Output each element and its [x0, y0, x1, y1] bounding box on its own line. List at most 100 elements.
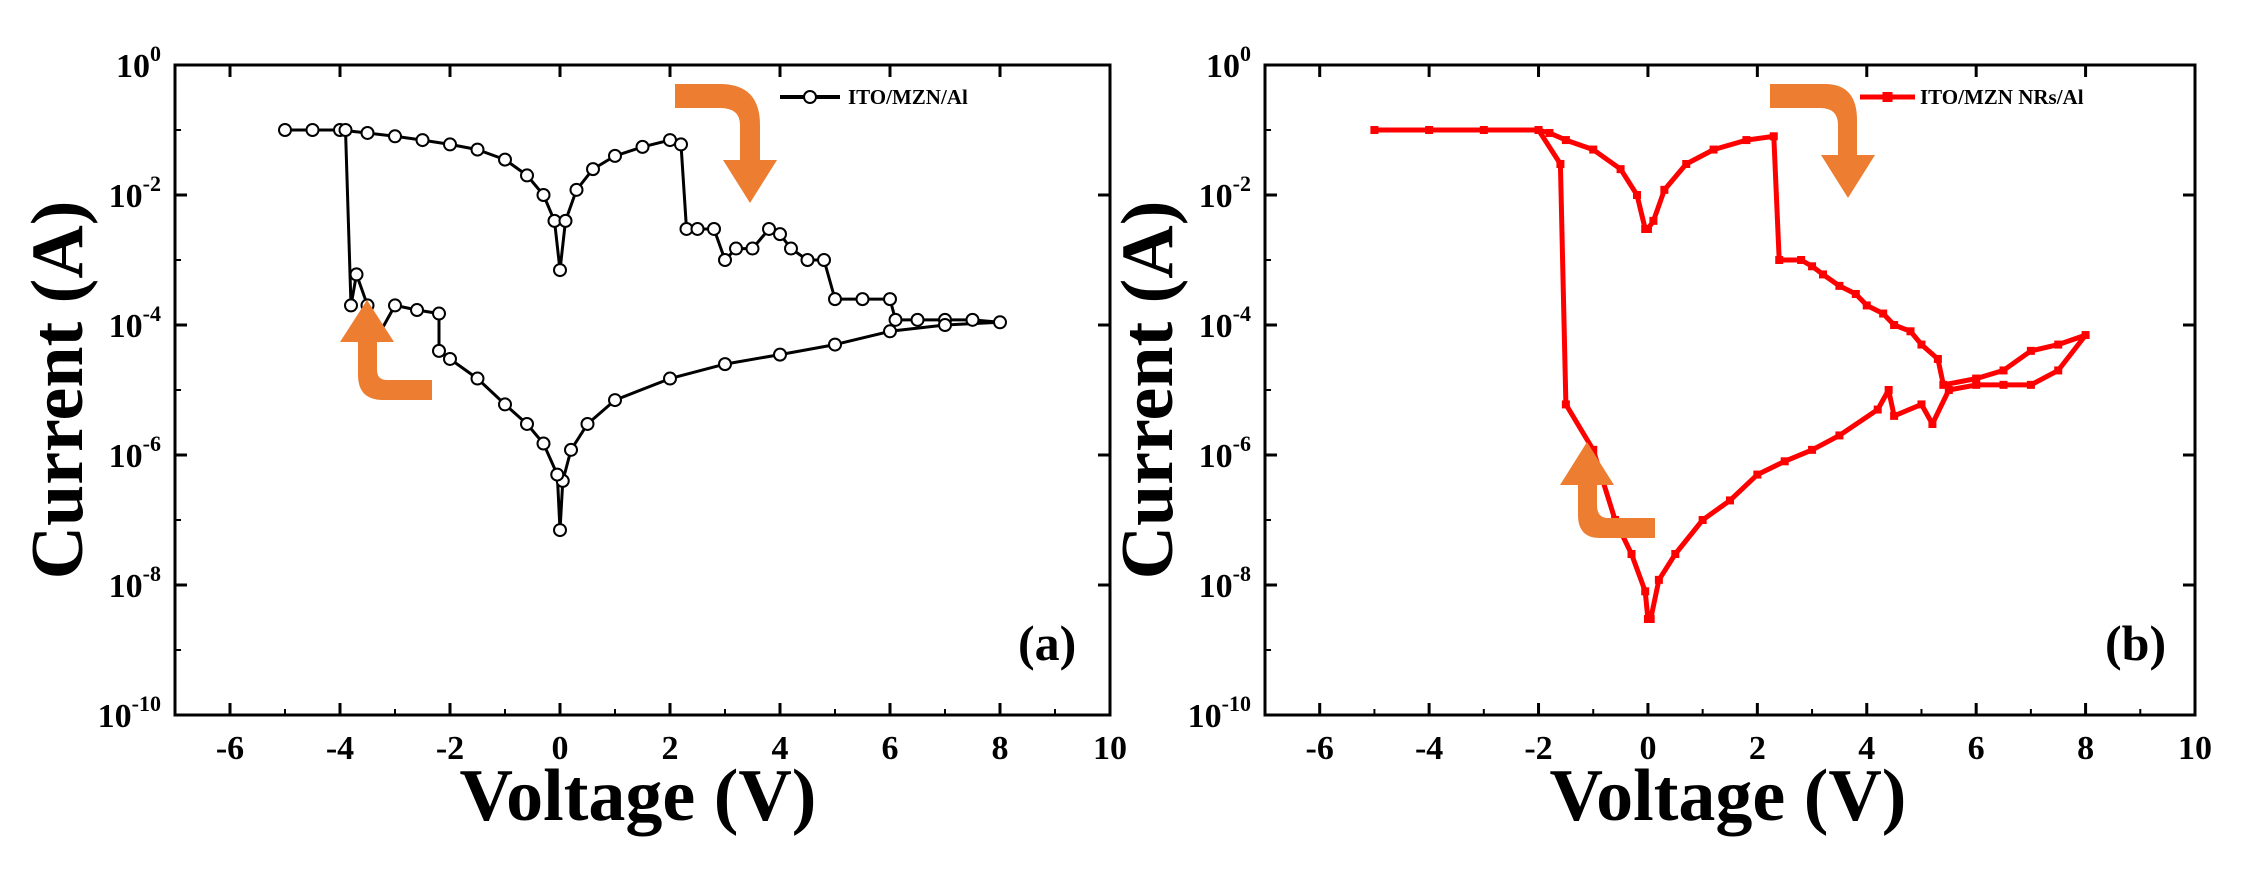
data-point	[1769, 132, 1778, 141]
x-tick-label: 4	[772, 730, 789, 767]
data-point	[608, 393, 622, 408]
data-point	[564, 442, 578, 457]
x-tick-label: -2	[436, 730, 464, 767]
data-point	[817, 253, 831, 267]
data-point	[888, 312, 903, 327]
data-point	[558, 213, 573, 228]
data-point	[1649, 216, 1658, 225]
data-point	[1709, 145, 1718, 154]
chart-panel-b: -6 -4 -2 0 2 4 6 8 10 100 10-2 10-4 10-6 10-8 10-10 Vol…	[1107, 41, 2212, 837]
direction-arrow-icon	[1560, 442, 1655, 538]
x-tick-label: 10	[1093, 730, 1127, 767]
data-point	[443, 137, 457, 152]
data-point	[608, 148, 622, 163]
data-point	[938, 318, 952, 332]
data-point	[278, 123, 292, 137]
x-tick-label: 2	[1749, 730, 1766, 767]
data-point	[1873, 405, 1882, 414]
data-point	[553, 523, 567, 538]
data-point	[1775, 256, 1784, 264]
data-point	[729, 241, 743, 256]
data-point	[470, 371, 485, 386]
x-tick-label: 6	[1968, 730, 1985, 767]
data-point	[1534, 126, 1543, 134]
data-point	[1944, 386, 1953, 394]
data-point	[2081, 331, 2090, 340]
x-tick-label: -2	[1524, 730, 1552, 767]
x-tick-label: 10	[2178, 730, 2212, 767]
data-point	[2054, 366, 2063, 375]
data-point	[2054, 340, 2063, 349]
plot-frame	[1263, 63, 2197, 717]
data-point	[580, 416, 595, 431]
data-point	[1835, 281, 1844, 290]
data-point	[520, 168, 534, 183]
data-point	[1884, 386, 1893, 394]
y-tick-label: 10-4	[1199, 301, 1251, 345]
data-point	[1633, 191, 1641, 199]
direction-arrow-icon	[675, 84, 777, 203]
data-point	[1808, 445, 1817, 454]
data-point	[910, 312, 925, 327]
data-point	[1890, 411, 1899, 420]
data-point	[2026, 380, 2035, 389]
data-point	[1682, 159, 1691, 168]
y-tick-label: 10-4	[109, 301, 161, 345]
data-point	[1753, 470, 1762, 479]
y-tick-label: 100	[1206, 41, 1251, 85]
x-tick-label: 8	[992, 730, 1009, 767]
data-point	[1917, 400, 1926, 409]
data-point	[1561, 400, 1570, 409]
x-tick-label: 6	[882, 730, 899, 767]
y-tick-label: 10-2	[1199, 171, 1251, 215]
legend-label: ITO/MZN/Al	[848, 85, 968, 109]
data-point	[1999, 366, 2008, 375]
data-point	[1797, 256, 1806, 264]
data-point	[1589, 145, 1598, 154]
y-tick-label: 10-8	[1199, 561, 1251, 605]
data-point	[1641, 587, 1650, 596]
y-tick-label: 10-6	[1199, 431, 1251, 475]
data-point	[1928, 419, 1937, 428]
legend-label: ITO/MZN NRs/Al	[1920, 85, 2084, 109]
y-tick-label: 10-10	[98, 691, 161, 735]
data-point	[883, 292, 897, 307]
data-point	[707, 221, 721, 236]
data-point	[586, 162, 600, 177]
data-point	[410, 303, 424, 318]
data-point	[569, 182, 584, 197]
data-point	[883, 324, 897, 339]
data-point	[432, 343, 446, 358]
x-tick-label: -4	[326, 730, 354, 767]
direction-arrow-icon	[1770, 84, 1875, 198]
x-axis-title: Voltage (V)	[1550, 755, 1907, 837]
data-point	[470, 142, 485, 157]
data-point	[1906, 327, 1915, 336]
chart-panel-a: -6 -4 -2 0 2 4 6 8 10 100 10-2 10-4 10-6 10-8 10-10 Vol…	[17, 41, 1127, 837]
data-point	[536, 188, 551, 202]
data-point	[1370, 126, 1379, 134]
y-axis-title: Current (A)	[1107, 201, 1189, 580]
data-point	[1589, 445, 1598, 454]
data-point	[1933, 354, 1942, 363]
data-point	[993, 315, 1007, 330]
data-point	[674, 137, 688, 152]
legend-marker	[803, 90, 817, 104]
data-point	[1742, 136, 1751, 145]
series-line	[1374, 127, 2089, 622]
data-point	[388, 129, 402, 144]
data-point	[1425, 126, 1434, 134]
data-point	[498, 397, 512, 412]
y-axis-title: Current (A)	[17, 201, 99, 580]
data-point	[1616, 165, 1625, 174]
data-point	[1561, 136, 1570, 145]
data-point	[520, 416, 534, 431]
data-point	[773, 347, 787, 362]
y-tick-label: 10-2	[109, 171, 161, 215]
y-tick-label: 100	[116, 41, 161, 85]
x-tick-label: -6	[1306, 730, 1334, 767]
data-point	[718, 253, 732, 267]
data-point	[762, 221, 776, 236]
data-point	[855, 292, 870, 307]
